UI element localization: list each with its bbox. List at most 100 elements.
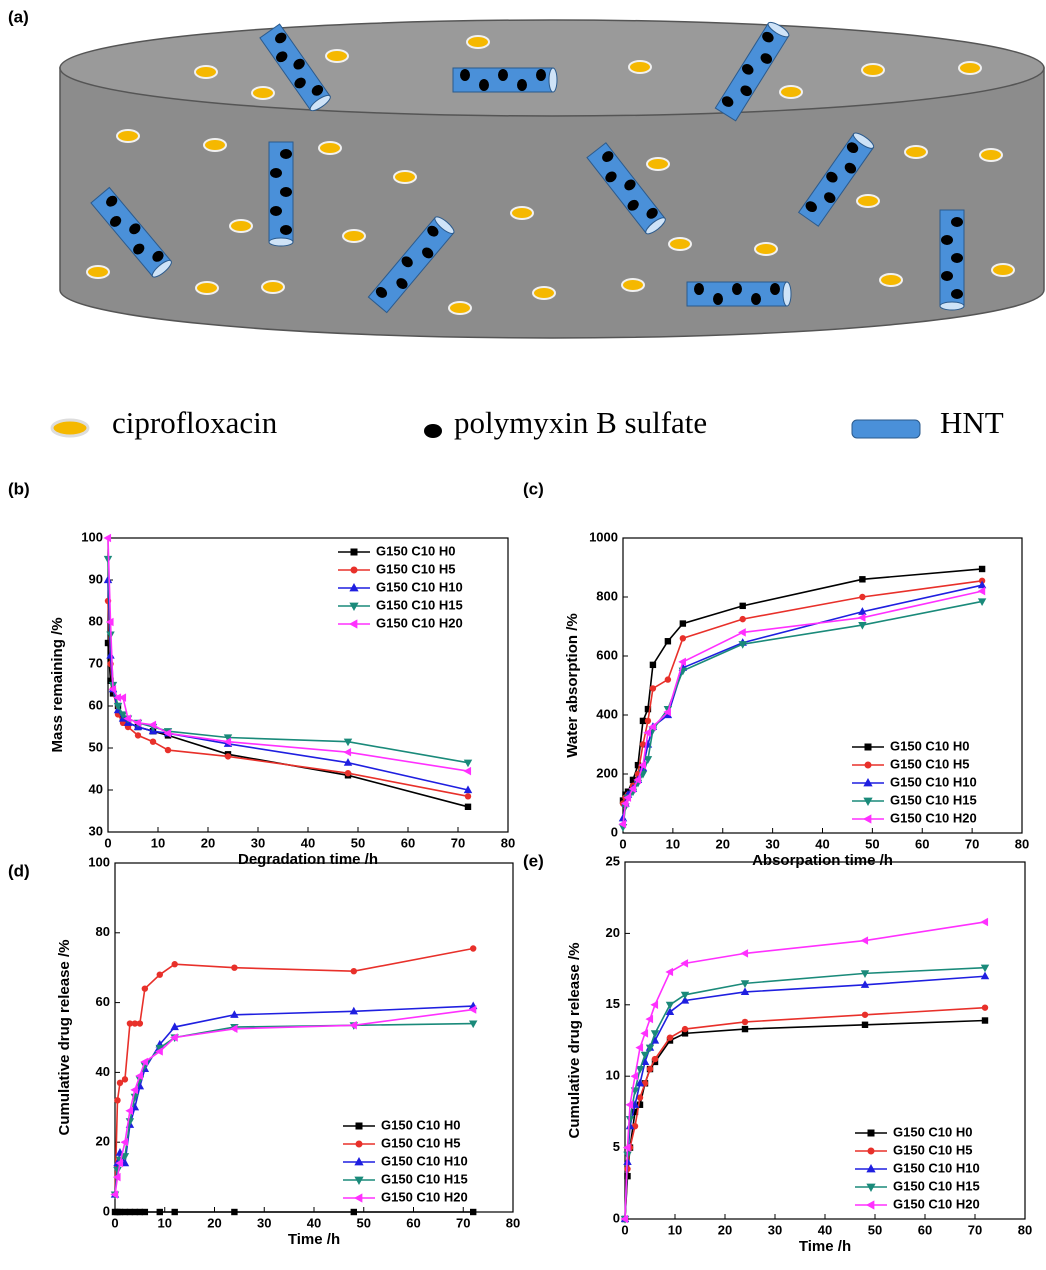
- tube-dot: [276, 51, 288, 63]
- data-point: [740, 980, 750, 988]
- tube-end: [548, 67, 558, 93]
- tube-dot: [294, 77, 306, 89]
- hnt-tube: [259, 23, 331, 112]
- data-point: [980, 917, 989, 927]
- x-tick-label: 20: [718, 1222, 732, 1237]
- x-tick-label: 10: [666, 836, 680, 851]
- data-point: [633, 775, 642, 785]
- y-axis-title: Mass remaining /%: [49, 617, 66, 752]
- data-point: [646, 1065, 654, 1073]
- data-point: [664, 638, 672, 645]
- data-point: [120, 1153, 130, 1161]
- tube-dot: [740, 85, 752, 97]
- data-point: [463, 766, 472, 776]
- legend-marker: [863, 777, 873, 787]
- data-point: [126, 1208, 134, 1216]
- data-point: [663, 707, 671, 717]
- data-point: [630, 1071, 639, 1081]
- tube-dot: [732, 283, 742, 295]
- data-point: [112, 1172, 121, 1182]
- data-point: [681, 1030, 689, 1037]
- data-point: [740, 987, 750, 996]
- tube-end: [268, 237, 294, 247]
- data-point: [468, 1020, 478, 1029]
- data-point: [643, 728, 652, 737]
- data-point: [680, 995, 690, 1004]
- data-point: [980, 971, 990, 980]
- data-point: [858, 607, 867, 615]
- data-point: [349, 1006, 359, 1015]
- tube-dot: [275, 32, 287, 44]
- x-axis-title: Time /h: [288, 1231, 340, 1248]
- data-point: [678, 657, 686, 667]
- data-point: [977, 598, 987, 607]
- drug: [958, 61, 982, 75]
- data-point: [665, 1007, 675, 1016]
- tube-dot: [844, 162, 857, 174]
- tube-dot: [824, 192, 836, 203]
- hnt-tube: [367, 216, 455, 314]
- data-point: [665, 967, 674, 977]
- drug: [754, 242, 778, 256]
- drug: [991, 263, 1015, 277]
- tube-dot: [280, 187, 292, 197]
- tube-dot: [762, 31, 774, 43]
- data-point: [230, 1010, 239, 1018]
- data-point: [635, 1078, 645, 1087]
- legend-label: G150 C10 H20: [890, 810, 977, 825]
- x-tick-label: 40: [815, 836, 829, 851]
- legend-label: G150 C10 H5: [890, 756, 970, 771]
- legend-label: G150 C10 H5: [893, 1142, 973, 1157]
- x-tick-label: 80: [1018, 1222, 1032, 1237]
- x-tick-label: 60: [915, 836, 929, 851]
- tube-dot: [536, 69, 546, 81]
- tube-dot: [721, 96, 734, 107]
- tube-dot: [106, 195, 118, 207]
- drug: [779, 85, 803, 99]
- data-point: [860, 936, 869, 945]
- x-tick-label: 20: [201, 835, 215, 850]
- data-point: [141, 985, 149, 992]
- tube-end: [434, 216, 455, 234]
- data-point: [645, 1014, 654, 1024]
- data-point: [108, 684, 117, 694]
- data-point: [463, 759, 473, 768]
- y-tick-label: 0: [103, 1203, 110, 1218]
- data-point: [105, 617, 114, 627]
- data-point: [644, 705, 652, 713]
- drug: [628, 60, 652, 74]
- series-line: [107, 642, 469, 808]
- x-tick-label: 20: [207, 1215, 221, 1230]
- data-point: [164, 746, 172, 754]
- data-point: [638, 760, 647, 770]
- data-point: [635, 1065, 645, 1074]
- y-tick-label: 40: [89, 781, 103, 796]
- data-point: [135, 1071, 143, 1081]
- data-point: [171, 1208, 178, 1216]
- x-tick-label: 30: [251, 835, 265, 850]
- data-point: [679, 620, 687, 627]
- data-point: [649, 661, 657, 669]
- legend-label: G150 C10 H5: [381, 1135, 461, 1150]
- y-tick-label: 5: [613, 1139, 620, 1154]
- tube-dot: [624, 179, 636, 191]
- legend-marker: [355, 1140, 363, 1148]
- legend-label: G150 C10 H5: [376, 561, 456, 576]
- data-point: [171, 961, 178, 968]
- x-tick-label: 50: [351, 835, 365, 850]
- legend-text: ciprofloxacin: [112, 405, 278, 440]
- data-point: [116, 1079, 124, 1087]
- legend-marker: [865, 1200, 875, 1210]
- tube-dot: [152, 250, 164, 262]
- hnt-tube: [686, 281, 792, 307]
- data-point: [858, 621, 867, 630]
- data-point: [741, 1018, 749, 1026]
- y-axis-title: Water absorption /%: [564, 613, 581, 757]
- data-point: [981, 1004, 989, 1011]
- data-point: [680, 959, 689, 968]
- tube-dot: [422, 247, 434, 259]
- legend-text: polymyxin B sulfate: [454, 405, 707, 440]
- data-point: [123, 714, 132, 723]
- data-point: [738, 641, 747, 649]
- drug: [342, 229, 366, 243]
